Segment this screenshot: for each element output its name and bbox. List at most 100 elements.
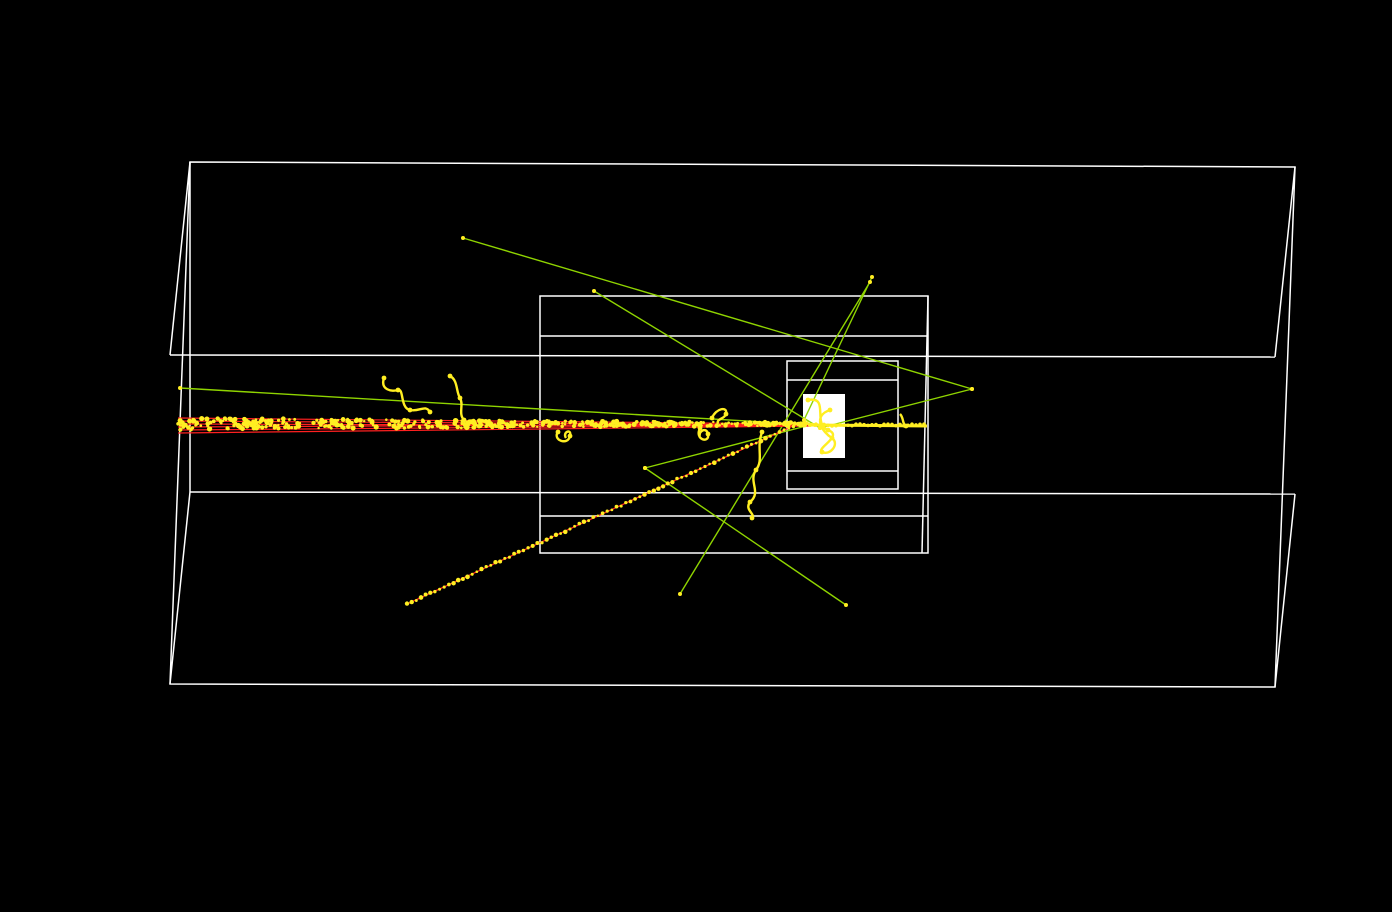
gamma-track — [819, 388, 973, 429]
step-point — [753, 467, 759, 473]
step-point — [647, 422, 652, 427]
step-point — [726, 453, 730, 457]
step-point — [627, 424, 631, 429]
step-point — [339, 423, 344, 427]
step-point — [553, 420, 558, 424]
step-point — [563, 529, 568, 535]
step-point — [188, 420, 192, 424]
gamma-track — [803, 276, 873, 421]
step-point — [346, 417, 350, 421]
world-volume-edge — [169, 491, 191, 685]
step-point — [469, 419, 474, 424]
step-point — [178, 386, 182, 390]
step-point — [787, 424, 790, 427]
step-point — [509, 420, 514, 425]
step-point — [805, 421, 809, 425]
step-point — [791, 424, 796, 429]
step-point — [205, 421, 211, 426]
step-point — [693, 469, 698, 474]
step-point — [698, 467, 702, 470]
step-point — [827, 407, 833, 413]
step-point — [582, 425, 585, 429]
step-point — [743, 422, 748, 427]
step-point — [683, 420, 687, 424]
step-point — [819, 449, 825, 455]
step-point — [549, 535, 554, 539]
step-point — [651, 488, 656, 493]
step-point — [814, 422, 818, 426]
step-point — [868, 280, 872, 284]
step-point — [402, 426, 407, 430]
step-point — [209, 427, 213, 430]
step-point — [439, 419, 443, 423]
step-point — [298, 421, 302, 425]
step-point — [577, 521, 582, 526]
step-point — [331, 421, 335, 425]
step-point — [866, 423, 870, 428]
step-point — [476, 418, 482, 424]
step-point — [199, 424, 203, 427]
step-point — [571, 424, 577, 429]
step-point — [772, 421, 777, 426]
step-point — [584, 419, 591, 425]
step-point — [480, 423, 484, 427]
step-point — [768, 434, 772, 438]
step-point — [327, 424, 332, 429]
step-point — [526, 546, 530, 550]
step-point — [400, 421, 405, 426]
step-points — [176, 236, 974, 607]
step-point — [218, 418, 223, 424]
step-point — [918, 422, 922, 427]
step-point — [479, 566, 484, 572]
step-point — [533, 418, 537, 423]
step-point — [442, 585, 446, 589]
step-point — [592, 289, 596, 293]
step-point — [535, 540, 540, 546]
step-point — [736, 421, 740, 425]
step-point — [647, 490, 652, 495]
gamma-track — [462, 237, 973, 390]
step-point — [749, 442, 754, 446]
step-point — [423, 592, 428, 597]
step-point — [440, 425, 446, 430]
step-point — [727, 421, 730, 425]
step-point — [387, 422, 392, 427]
step-point — [408, 424, 413, 428]
step-point — [446, 425, 449, 429]
step-point — [624, 500, 628, 505]
step-point — [178, 427, 183, 432]
step-point — [426, 420, 431, 425]
step-point — [572, 420, 577, 425]
step-point — [194, 420, 199, 425]
step-point — [882, 422, 886, 427]
step-point — [670, 480, 675, 485]
step-point — [903, 423, 909, 429]
step-point — [754, 441, 758, 445]
step-point — [413, 420, 417, 424]
step-point — [708, 462, 711, 466]
step-point — [712, 420, 715, 424]
step-point — [818, 426, 822, 430]
step-point — [597, 423, 601, 428]
step-point — [563, 423, 567, 426]
step-point — [461, 417, 467, 423]
step-point — [462, 422, 468, 428]
step-point — [521, 548, 526, 553]
step-point — [894, 423, 898, 428]
electron-track — [382, 377, 432, 413]
world-volume-edge — [169, 354, 1276, 358]
step-point — [834, 423, 838, 428]
step-point — [623, 424, 628, 429]
step-point — [191, 417, 196, 422]
step-point — [540, 541, 544, 545]
step-point — [970, 387, 974, 391]
step-point — [560, 424, 564, 429]
step-point — [826, 423, 830, 428]
step-point — [373, 424, 379, 430]
step-point — [810, 422, 814, 427]
step-point — [286, 426, 291, 430]
step-point — [260, 426, 264, 430]
step-point — [555, 429, 561, 435]
